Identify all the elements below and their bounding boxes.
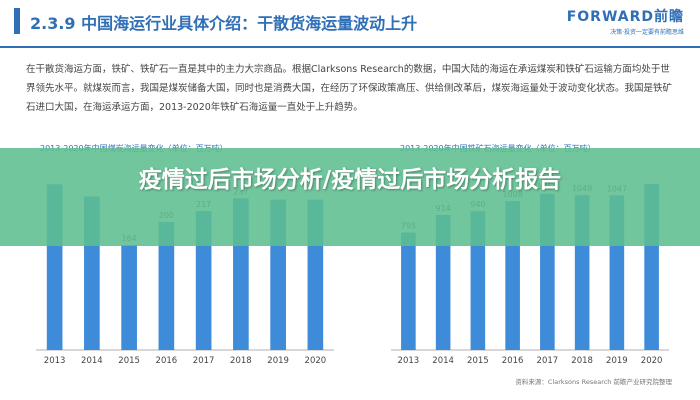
x-tick-label-2019: 2019: [267, 356, 289, 366]
logo-subtitle: 决策·投资一定要有前瞻思维: [610, 29, 684, 36]
brand-logo: FORWARD前瞻 决策·投资一定要有前瞻思维: [567, 6, 684, 36]
logo-text: FORWARD前瞻: [566, 9, 684, 25]
bar-2013: [401, 232, 416, 350]
overlay-banner: [0, 148, 700, 246]
description-paragraph: 在干散货海运方面，铁矿、铁矿石一直是其中的主力大宗商品。根据Clarksons …: [26, 64, 673, 113]
banner-title: 疫情过后市场分析/疫情过后市场分析报告: [138, 167, 562, 193]
x-tick-label-2013: 2013: [398, 356, 420, 366]
x-tick-label-2018: 2018: [230, 356, 252, 366]
x-tick-label-2014: 2014: [432, 356, 454, 366]
x-tick-label-2016: 2016: [502, 356, 524, 366]
x-tick-label-2016: 2016: [156, 356, 178, 366]
x-tick-label-2015: 2015: [467, 356, 489, 366]
x-tick-label-2017: 2017: [537, 356, 559, 366]
bar-2014: [435, 215, 451, 350]
x-tick-label-2014: 2014: [81, 356, 103, 366]
bar-2016: [158, 222, 175, 350]
x-tick-label-2015: 2015: [118, 356, 140, 366]
bar-2015: [121, 245, 137, 350]
header-accent-bar: [14, 8, 20, 34]
x-tick-label-2020: 2020: [641, 356, 663, 366]
page-title: 2.3.9 中国海运行业具体介绍：干散货海运量波动上升: [30, 14, 418, 33]
x-tick-label-2019: 2019: [606, 356, 628, 366]
x-tick-label-2017: 2017: [193, 356, 215, 366]
x-tick-label-2018: 2018: [571, 356, 593, 366]
x-tick-label-2020: 2020: [305, 356, 327, 366]
header: 2.3.9 中国海运行业具体介绍：干散货海运量波动上升 FORWARD前瞻 决策…: [0, 0, 700, 48]
source-note: 资料来源：Clarksons Research 前瞻产业研究院整理: [515, 378, 672, 386]
x-tick-label-2013: 2013: [44, 356, 66, 366]
